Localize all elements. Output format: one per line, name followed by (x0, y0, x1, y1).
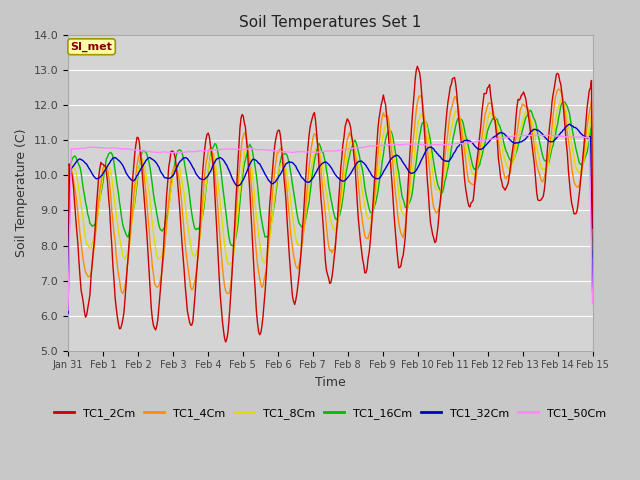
X-axis label: Time: Time (315, 376, 346, 389)
Y-axis label: Soil Temperature (C): Soil Temperature (C) (15, 129, 28, 257)
Title: Soil Temperatures Set 1: Soil Temperatures Set 1 (239, 15, 422, 30)
Text: SI_met: SI_met (70, 42, 113, 52)
Legend: TC1_2Cm, TC1_4Cm, TC1_8Cm, TC1_16Cm, TC1_32Cm, TC1_50Cm: TC1_2Cm, TC1_4Cm, TC1_8Cm, TC1_16Cm, TC1… (50, 404, 611, 423)
